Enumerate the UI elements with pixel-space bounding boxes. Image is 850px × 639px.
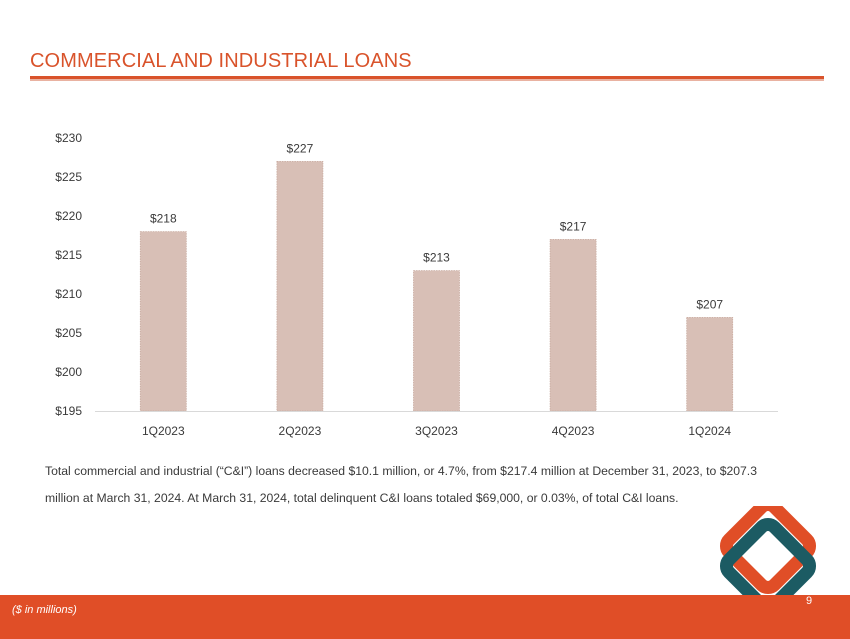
y-tick-label: $215: [55, 248, 82, 262]
page-title: COMMERCIAL AND INDUSTRIAL LOANS: [30, 50, 412, 72]
logo-orange-diamond: [719, 506, 817, 595]
data-label: $213: [423, 251, 450, 265]
x-tick-label: 1Q2023: [142, 424, 185, 438]
data-label: $217: [560, 219, 587, 233]
x-tick-label: 3Q2023: [415, 424, 458, 438]
data-label: $207: [696, 297, 723, 311]
y-tick-label: $210: [55, 287, 82, 301]
y-tick-label: $220: [55, 209, 82, 223]
x-tick-label: 1Q2024: [688, 424, 731, 438]
chart-caption: Total commercial and industrial (“C&I”) …: [45, 464, 757, 505]
y-axis: $195 $200 $205 $210 $215 $220 $225 $230: [55, 131, 82, 418]
bar-3Q2023: [413, 270, 460, 412]
title-underline-shadow: [30, 79, 824, 81]
y-tick-label: $225: [55, 170, 82, 184]
company-logo-icon: [719, 506, 817, 615]
footer-bar: [0, 595, 850, 639]
y-tick-label: $195: [55, 404, 82, 418]
bar-1Q2024: [686, 316, 734, 412]
y-tick-label: $200: [55, 365, 82, 379]
y-tick-label: $205: [55, 326, 82, 340]
bar-4Q2023: [549, 238, 597, 412]
x-tick-label: 2Q2023: [279, 424, 322, 438]
bar-2Q2023: [276, 160, 324, 412]
data-label: $227: [287, 141, 314, 155]
data-label: $218: [150, 212, 177, 226]
logo-teal-diamond: [719, 517, 817, 615]
x-tick-label: 4Q2023: [552, 424, 595, 438]
x-axis: 1Q2023 2Q2023 3Q2023 4Q2023 1Q2024: [95, 411, 778, 438]
y-tick-label: $230: [55, 131, 82, 145]
page-number: 9: [806, 595, 813, 607]
bar-chart: $195 $200 $205 $210 $215 $220 $225 $230 $218 $22…: [55, 131, 778, 438]
title-underline: [30, 76, 824, 79]
bar-1Q2023: [139, 231, 187, 412]
units-footnote: ($ in millions): [12, 604, 77, 616]
bar-series: $218 $227 $213 $217 $207: [139, 141, 734, 412]
